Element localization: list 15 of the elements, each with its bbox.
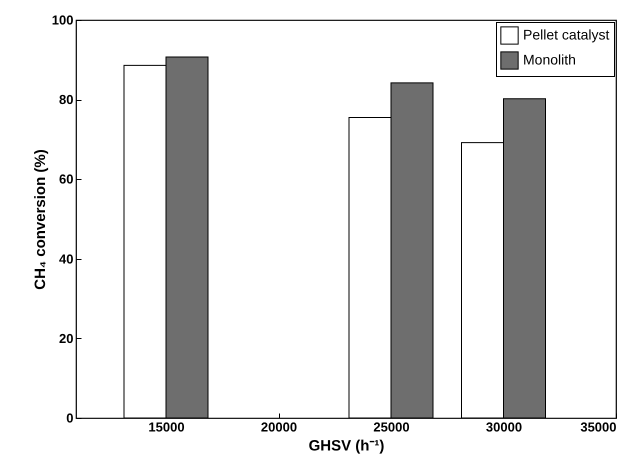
y-axis-title: CH₄ conversion (%) (32, 149, 49, 290)
x-tick-label: 25000 (373, 420, 410, 434)
x-axis-title: GHSV (h⁻¹) (308, 438, 384, 454)
x-tick-label: 30000 (486, 420, 522, 434)
y-tick-label: 60 (59, 172, 74, 187)
x-tick-label: 20000 (260, 420, 298, 434)
y-tick-label: 80 (59, 92, 74, 108)
x-tick-label: 15000 (148, 420, 185, 434)
y-tick-label: 20 (59, 330, 74, 346)
y-tick-label: 100 (52, 12, 74, 28)
legend-label: Pellet catalyst (523, 26, 610, 42)
legend-label: Monolith (523, 52, 576, 68)
x-tick-label: 35000 (580, 420, 616, 434)
y-tick-label: 0 (66, 410, 74, 426)
y-tick-label: 40 (59, 251, 74, 266)
